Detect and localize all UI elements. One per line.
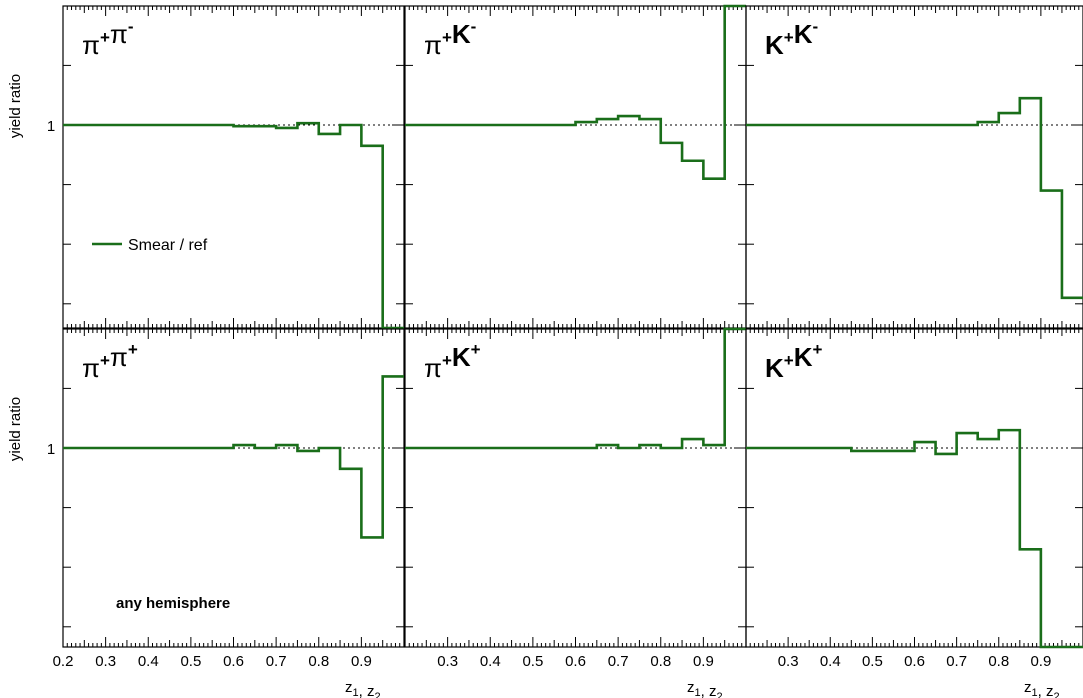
panel-title-symbol: K (765, 353, 784, 383)
series-line-1 (405, 4, 746, 180)
x-tick-label: 0.5 (522, 653, 543, 670)
panel-title-charge: + (471, 340, 481, 359)
x-axis-title-main: z (687, 679, 695, 696)
x-tick-label: 0.3 (778, 653, 799, 670)
x-tick-label: 0.9 (1030, 653, 1051, 670)
x-tick-label: 0.6 (223, 653, 244, 670)
panel-frame-5 (745, 328, 1083, 648)
panel-title-charge: + (100, 351, 110, 370)
x-axis-title: z1, z2 (1024, 679, 1060, 698)
x-axis-title-sub: 1 (353, 687, 359, 698)
x-axis-title: z1, z2 (345, 679, 381, 698)
legend-label: Smear / ref (128, 237, 208, 254)
y-axis-title: yield ratio (7, 74, 24, 138)
x-tick-label: 0.8 (650, 653, 671, 670)
panel-title-5: K+K+ (765, 340, 823, 383)
x-tick-label: 0.3 (437, 653, 458, 670)
panel-title-1: π+K- (424, 17, 476, 60)
x-axis-title-sub: 2 (1053, 691, 1059, 698)
panel-frame-4 (404, 328, 747, 648)
panel-frame-0 (62, 5, 405, 329)
panel-title-charge: - (128, 17, 134, 36)
x-axis-title-sub: 2 (716, 691, 722, 698)
x-tick-label: 0.8 (308, 653, 329, 670)
x-axis-title-main: , z (1038, 683, 1054, 698)
y-tick-label: 1 (47, 118, 55, 135)
series-line-2 (746, 96, 1083, 300)
panel-title-symbol: K (452, 342, 471, 372)
x-axis-title-main: z (345, 679, 353, 696)
series-line-0 (63, 121, 404, 330)
x-tick-label: 0.6 (565, 653, 586, 670)
series-line-5 (746, 428, 1083, 649)
x-tick-label: 0.7 (266, 653, 287, 670)
panel-title-charge: + (784, 28, 794, 47)
panel-frame-3 (62, 328, 405, 648)
x-tick-label: 0.5 (862, 653, 883, 670)
panel-title-3: π+π+ (82, 340, 138, 383)
panel-title-charge: + (128, 340, 138, 359)
panel-title-symbol: π (82, 353, 100, 383)
x-tick-label: 0.6 (904, 653, 925, 670)
panel-title-charge: + (784, 351, 794, 370)
panel-title-charge: + (100, 28, 110, 47)
panel-title-charge: - (813, 17, 819, 36)
x-tick-label: 0.9 (351, 653, 372, 670)
x-tick-label: 0.4 (820, 653, 841, 670)
x-axis-title-main: , z (359, 683, 375, 698)
x-tick-label: 0.3 (95, 653, 116, 670)
panel-title-charge: - (471, 17, 477, 36)
panel-title-0: π+π- (82, 17, 134, 60)
x-tick-label: 0.5 (180, 653, 201, 670)
panel-title-charge: + (442, 28, 452, 47)
panel-title-symbol: K (765, 30, 784, 60)
x-tick-label: 0.7 (608, 653, 629, 670)
panel-frame-1 (404, 5, 747, 329)
x-axis-title-sub: 1 (695, 687, 701, 698)
series-line-4 (405, 327, 746, 450)
x-tick-label: 0.4 (480, 653, 501, 670)
x-tick-label: 0.2 (53, 653, 74, 670)
panel-title-4: π+K+ (424, 340, 481, 383)
x-axis-title-sub: 1 (1032, 687, 1038, 698)
x-axis-title: z1, z2 (687, 679, 723, 698)
x-tick-label: 0.4 (138, 653, 159, 670)
x-tick-label: 0.7 (946, 653, 967, 670)
panel-title-symbol: π (424, 353, 442, 383)
panel-frame-2 (745, 5, 1083, 329)
panel-title-2: K+K- (765, 17, 818, 60)
panel-title-charge: + (442, 351, 452, 370)
annotation-text: any hemisphere (116, 595, 230, 612)
panel-title-symbol: K (794, 342, 813, 372)
panel-title-symbol: π (82, 30, 100, 60)
x-axis-title-sub: 2 (374, 691, 380, 698)
panel-title-symbol: π (110, 342, 128, 372)
x-axis-title-main: , z (701, 683, 717, 698)
series-line-3 (63, 375, 404, 539)
panel-title-charge: + (813, 340, 823, 359)
y-tick-label: 1 (47, 441, 55, 458)
y-axis-title: yield ratio (7, 397, 24, 461)
panel-title-symbol: π (110, 19, 128, 49)
panel-title-symbol: K (794, 19, 813, 49)
panel-title-symbol: K (452, 19, 471, 49)
x-tick-label: 0.8 (988, 653, 1009, 670)
x-axis-title-main: z (1024, 679, 1032, 696)
panel-title-symbol: π (424, 30, 442, 60)
x-tick-label: 0.9 (693, 653, 714, 670)
